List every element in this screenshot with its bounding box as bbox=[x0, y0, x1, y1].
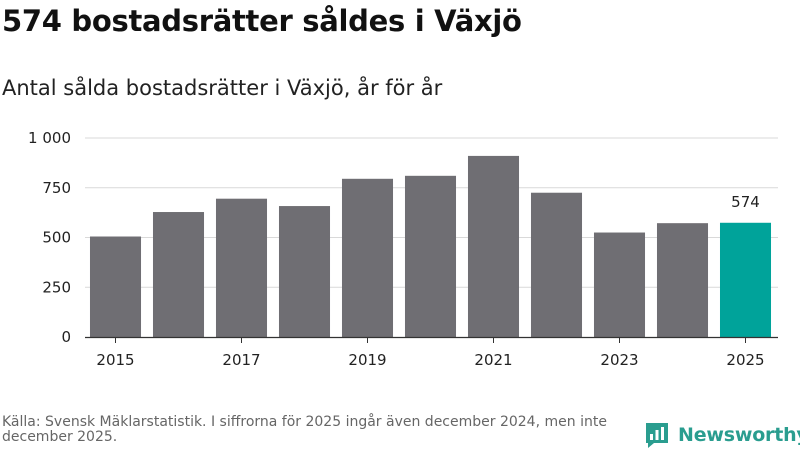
x-tick-label: 2017 bbox=[222, 351, 260, 369]
bar bbox=[467, 155, 520, 337]
brand-logo[interactable]: Newsworthy bbox=[644, 420, 800, 450]
y-tick-label: 500 bbox=[42, 229, 71, 247]
data-label: 574 bbox=[731, 193, 760, 211]
bar-highlight bbox=[719, 222, 772, 337]
bar bbox=[89, 236, 142, 337]
bar bbox=[278, 206, 331, 337]
bar bbox=[593, 232, 646, 337]
bar bbox=[530, 192, 583, 337]
y-tick-label: 750 bbox=[42, 179, 71, 197]
x-tick-label: 2021 bbox=[474, 351, 512, 369]
y-tick-label: 1 000 bbox=[28, 129, 71, 147]
x-tick-label: 2015 bbox=[96, 351, 134, 369]
y-tick-label: 0 bbox=[61, 328, 71, 346]
source-note: Källa: Svensk Mäklarstatistik. I siffror… bbox=[2, 414, 607, 445]
x-tick-label: 2019 bbox=[348, 351, 386, 369]
x-tick-label: 2023 bbox=[600, 351, 638, 369]
brand-name: Newsworthy bbox=[678, 424, 800, 446]
bar bbox=[152, 212, 205, 337]
y-tick-label: 250 bbox=[42, 278, 71, 296]
x-tick-label: 2025 bbox=[726, 351, 764, 369]
bar bbox=[215, 198, 268, 337]
bar bbox=[341, 178, 394, 337]
chart-title: 574 bostadsrätter såldes i Växjö bbox=[2, 4, 522, 38]
newsworthy-logo-icon bbox=[646, 423, 668, 448]
chart-subtitle: Antal sålda bostadsrätter i Växjö, år fö… bbox=[2, 76, 443, 100]
bar bbox=[656, 223, 709, 337]
bar bbox=[404, 175, 457, 337]
